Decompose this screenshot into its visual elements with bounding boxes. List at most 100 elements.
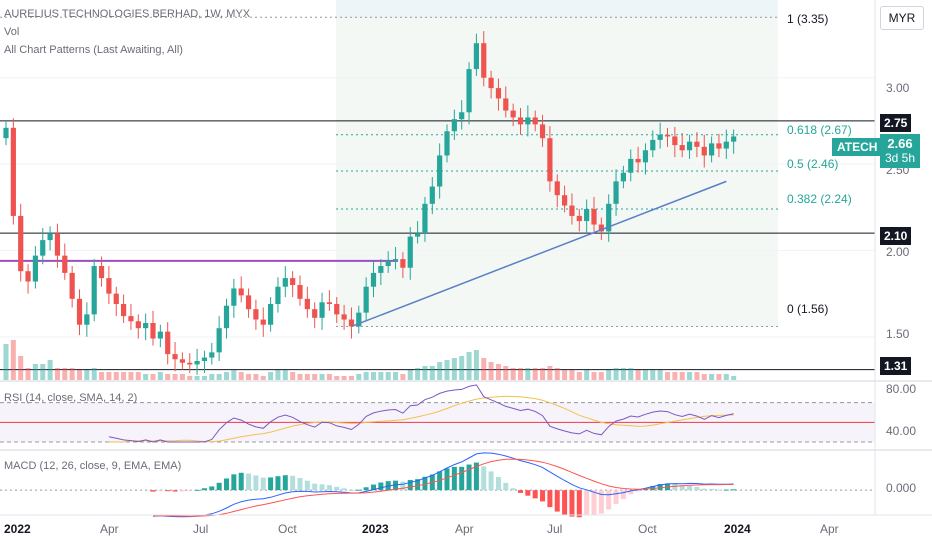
candle-body <box>554 181 560 196</box>
volume-bar <box>106 372 112 380</box>
candle-body <box>488 77 494 89</box>
macd-histogram-bar <box>246 473 252 491</box>
candle-body <box>539 124 546 139</box>
volume-bar <box>672 372 678 380</box>
macd-histogram-bar <box>415 479 421 491</box>
macd-histogram-bar <box>481 466 487 491</box>
candle-body <box>569 205 575 216</box>
macd-signal-line <box>153 458 734 517</box>
volume-bar <box>304 374 310 380</box>
volume-bar <box>393 372 399 380</box>
candle-body <box>356 312 362 327</box>
macd-histogram-bar <box>378 482 384 491</box>
volume-bar <box>157 372 163 380</box>
candle-body <box>495 88 502 99</box>
macd-histogram-bar <box>260 477 266 491</box>
volume-bar <box>576 372 582 380</box>
candle-body <box>400 259 406 268</box>
volume-bar <box>554 368 560 380</box>
rsi-ma-line <box>108 395 734 443</box>
fib-label-0382: 0.382 (2.24) <box>787 192 852 206</box>
volume-bar <box>473 350 479 380</box>
macd-histogram-bar <box>459 466 465 491</box>
macd-histogram-bar <box>687 485 693 491</box>
volume-bar <box>547 366 553 380</box>
time-tick: Apr <box>455 522 474 536</box>
candle-body <box>223 305 230 329</box>
volume-bar <box>415 368 421 380</box>
rsi-indicator-label[interactable]: RSI (14, close, SMA, 14, 2) <box>4 392 138 404</box>
macd-indicator-label[interactable]: MACD (12, 26, close, 9, EMA, EMA) <box>4 460 182 472</box>
volume-bar <box>201 376 207 380</box>
volume-bar <box>363 372 369 380</box>
volume-bar <box>451 358 457 380</box>
volume-bar <box>113 372 119 380</box>
volume-bar <box>91 368 97 380</box>
volume-bar <box>246 374 252 380</box>
candle-body <box>113 293 119 304</box>
rsi-line <box>108 384 734 443</box>
rsi-tick: 40.00 <box>886 424 917 438</box>
candle-body <box>10 127 16 216</box>
macd-histogram-bar <box>304 480 310 491</box>
level-tag-210: 2.10 <box>880 227 912 245</box>
candle-body <box>84 314 90 325</box>
candle-body <box>25 271 31 282</box>
macd-histogram-bar <box>518 490 523 493</box>
volume-bar <box>121 372 127 380</box>
volume-bar <box>290 372 296 380</box>
currency-button[interactable]: MYR <box>880 6 924 30</box>
macd-histogram-bar <box>297 477 303 491</box>
candle-body <box>510 110 516 118</box>
macd-histogram-bar <box>701 488 707 491</box>
macd-histogram-bar <box>201 488 207 491</box>
time-tick: 2024 <box>724 522 751 536</box>
candle-body <box>547 138 553 182</box>
volume-bar <box>18 356 24 380</box>
macd-histogram-bar <box>598 490 604 514</box>
macd-histogram-bar <box>187 490 193 492</box>
macd-histogram-bar <box>731 489 737 491</box>
macd-histogram-bar <box>672 484 678 491</box>
candle-body <box>32 255 38 282</box>
macd-histogram-bar <box>444 468 450 491</box>
macd-histogram-bar <box>547 490 553 508</box>
macd-histogram-bar <box>628 490 634 495</box>
volume-bar <box>77 370 82 380</box>
volume-bar <box>150 374 156 380</box>
time-tick: 2023 <box>362 522 389 536</box>
volume-bar <box>488 362 494 380</box>
volume-bar <box>694 372 700 380</box>
macd-histogram-bar <box>613 490 619 504</box>
volume-indicator-label[interactable]: Vol <box>4 26 20 38</box>
chart-patterns-indicator-label[interactable]: All Chart Patterns (Last Awaiting, All) <box>4 44 183 56</box>
candle-body <box>128 316 134 322</box>
macd-histogram-bar <box>238 472 244 491</box>
candle-body <box>723 141 729 149</box>
volume-bar <box>569 370 575 380</box>
volume-bar <box>3 344 9 380</box>
macd-histogram-bar <box>282 475 288 491</box>
candle-body <box>187 362 193 365</box>
candle-body <box>304 298 310 310</box>
volume-bar <box>209 374 215 380</box>
macd-histogram-bar <box>290 475 296 491</box>
volume-bar <box>10 340 16 380</box>
candle-body <box>47 233 53 241</box>
macd-histogram-bar <box>495 477 501 491</box>
volume-bar <box>143 374 149 380</box>
candle-body <box>268 304 274 325</box>
volume-bar <box>459 356 465 380</box>
trendline <box>351 180 727 328</box>
candle-body <box>525 117 531 125</box>
candle-body <box>370 272 377 287</box>
macd-histogram-bar <box>510 488 516 491</box>
macd-histogram-bar <box>348 489 354 491</box>
volume-bar <box>503 366 509 380</box>
candle-body <box>481 43 487 78</box>
chart-title: AURELIUS TECHNOLOGIES BERHAD, 1W, MYX <box>4 8 251 20</box>
volume-bar <box>187 376 193 380</box>
candle-body <box>282 278 288 287</box>
macd-histogram-bar <box>709 488 715 491</box>
